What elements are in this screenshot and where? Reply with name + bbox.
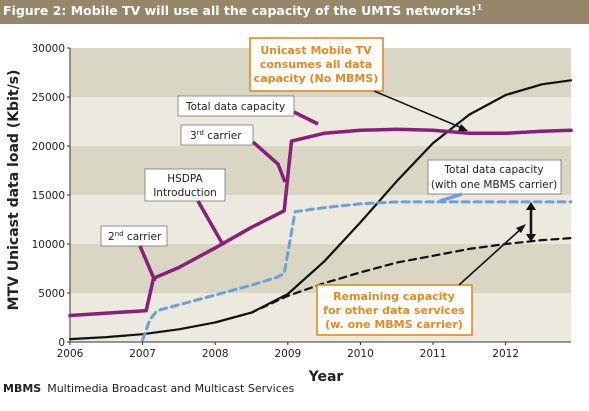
figure-title-bar: Figure 2: Mobile TV will use all the cap… [0,0,589,24]
x-axis-title: Year [308,369,344,385]
svg-text:Remaining capacity: Remaining capacity [333,290,455,303]
series-remaining [214,237,573,324]
footnote-abbr: MBMS [3,382,42,395]
footnote-text: Multimedia Broadcast and Multicast Servi… [47,382,295,395]
annotation-hsdpa: HSDPA Introduction [144,168,226,244]
series-total [68,127,573,318]
annotation-second-carrier: 2nd carrier [100,225,168,282]
x-tick-label: 2009 [274,348,301,360]
band [70,97,571,146]
annotation-third-carrier: 3rd carrier [180,124,287,183]
x-tick-label: 2007 [129,348,156,360]
annotation-total-capacity: Total data capacity [177,95,319,126]
annotation-unicast: Unicast Mobile TV consumes all data capa… [249,37,468,131]
x-tick-labels: 2006 2007 2008 2009 2010 2011 2012 [57,342,519,360]
svg-text:for other data services: for other data services [323,304,465,317]
y-tick-label: 15000 [32,190,65,202]
svg-text:Introduction: Introduction [153,187,217,199]
x-tick-label: 2011 [420,348,447,360]
gap-double-arrow [526,202,536,242]
series-unicast [68,79,573,341]
remaining-arrow [458,227,523,286]
x-tick-label: 2006 [57,348,84,360]
annotation-mbms-total: Total data capacity (with one MBMS carri… [427,159,562,203]
svg-text:HSDPA: HSDPA [167,173,203,185]
svg-text:(with one MBMS carrier): (with one MBMS carrier) [431,179,557,191]
series-mbms [141,200,573,342]
footnote: MBMS Multimedia Broadcast and Multicast S… [3,382,294,395]
svg-text:3rd carrier: 3rd carrier [190,129,242,142]
y-tick-label: 5000 [38,288,65,300]
svg-text:capacity (No MBMS): capacity (No MBMS) [254,72,379,85]
svg-text:Total data capacity: Total data capacity [443,164,543,176]
x-tick-label: 2008 [202,348,229,360]
y-tick-label: 20000 [32,141,65,153]
y-tick-label: 10000 [32,239,65,251]
x-tick-label: 2010 [347,348,374,360]
y-tick-label: 30000 [32,43,65,55]
unicast-arrow [373,90,463,129]
x-tick-label: 2012 [492,348,519,360]
y-tick-label: 25000 [32,92,65,104]
y-tick-labels: 0 5000 10000 15000 20000 25000 30000 [32,43,70,349]
series-lines [68,79,573,342]
svg-text:2nd carrier: 2nd carrier [108,230,162,243]
svg-text:(w. one MBMS carrier): (w. one MBMS carrier) [325,318,463,331]
figure-title: Figure 2: Mobile TV will use all the cap… [3,3,483,19]
svg-text:Unicast Mobile TV: Unicast Mobile TV [260,44,372,57]
svg-text:consumes all data: consumes all data [260,58,372,71]
y-tick-label: 0 [58,337,65,349]
svg-text:Total data capacity: Total data capacity [185,101,285,113]
annotation-remaining: Remaining capacity for other data servic… [316,224,526,336]
y-axis-title: MTV Unicast data load (Kbit/s) [6,70,22,311]
